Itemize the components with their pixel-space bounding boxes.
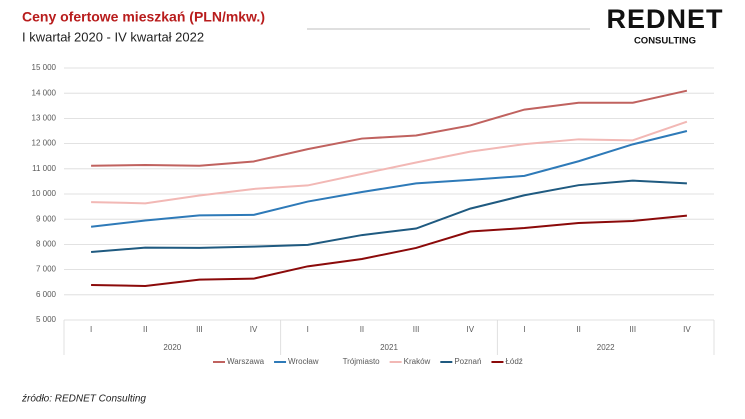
x-tick-label: IV: [466, 325, 474, 334]
x-tick-label: II: [143, 325, 147, 334]
x-tick-label: II: [360, 325, 364, 334]
legend-label: Trójmiasto: [343, 357, 381, 366]
x-tick-label: II: [576, 325, 580, 334]
x-tick-label: III: [196, 325, 203, 334]
series-line: [91, 214, 688, 287]
x-tick-label: IV: [250, 325, 258, 334]
group-label: 2022: [597, 343, 615, 352]
y-tick-label: 15 000: [32, 63, 57, 72]
y-tick-label: 11 000: [32, 164, 56, 173]
logo: REDNET: [606, 4, 723, 34]
x-tick-label: I: [523, 325, 525, 334]
y-tick-label: 5 000: [36, 315, 57, 324]
legend-label: Łódź: [505, 357, 522, 366]
y-tick-label: 8 000: [36, 240, 57, 249]
logo-tagline: CONSULTING: [634, 36, 696, 47]
y-tick-label: 6 000: [36, 290, 57, 299]
series-line: [91, 120, 688, 205]
series-line: [90, 130, 688, 228]
series-line: [91, 179, 687, 253]
y-tick-label: 10 000: [32, 189, 57, 198]
group-label: 2021: [380, 343, 398, 352]
legend-label: Warszawa: [227, 357, 265, 366]
y-tick-label: 12 000: [32, 139, 57, 148]
y-tick-label: 7 000: [36, 265, 57, 274]
x-tick-label: III: [629, 325, 636, 334]
legend-label: Poznań: [454, 357, 481, 366]
y-tick-label: 9 000: [36, 214, 57, 223]
group-label: 2020: [163, 343, 181, 352]
chart-title: Ceny ofertowe mieszkań (PLN/mkw.): [22, 9, 265, 25]
source: źródło: REDNET Consulting: [21, 394, 146, 405]
legend-label: Kraków: [404, 357, 431, 366]
x-tick-label: III: [413, 325, 420, 334]
chart-subtitle: I kwartał 2020 - IV kwartał 2022: [22, 29, 204, 44]
y-tick-label: 14 000: [32, 88, 57, 97]
x-tick-label: IV: [683, 325, 691, 334]
series-line: [91, 89, 688, 167]
x-tick-label: I: [307, 325, 309, 334]
legend-label: Wrocław: [288, 357, 319, 366]
x-tick-label: I: [90, 325, 92, 334]
y-tick-label: 13 000: [32, 114, 57, 123]
